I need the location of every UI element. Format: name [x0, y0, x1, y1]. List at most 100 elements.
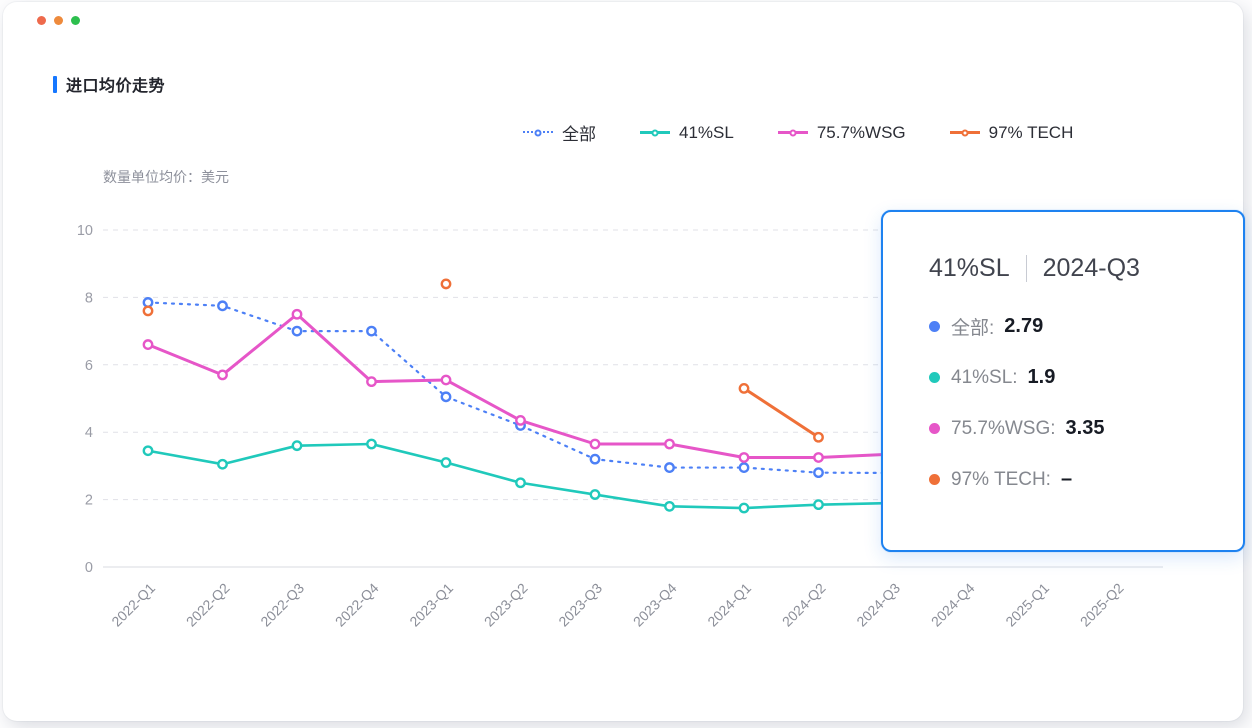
- series-line-1: [146, 301, 895, 475]
- legend-line-marker-icon: [777, 126, 808, 139]
- data-point-marker: [366, 325, 377, 337]
- window-controls: [37, 16, 80, 25]
- unit-label: 数量单位均价：美元: [103, 169, 229, 185]
- legend-label: 全部: [562, 125, 596, 144]
- legend-item-2[interactable]: 41%SL: [640, 123, 734, 143]
- data-point-marker: [142, 297, 154, 308]
- x-tick-label: 2025-Q2: [1077, 580, 1127, 630]
- data-point-marker: [738, 382, 750, 394]
- y-tick-label: 6: [85, 358, 93, 374]
- legend-item-3[interactable]: 75.7%WSG: [777, 122, 906, 143]
- page-title: 进口均价走势: [66, 78, 166, 95]
- series-color-dot-icon: [929, 372, 940, 383]
- legend-line-marker-icon: [949, 126, 980, 139]
- data-point-marker: [366, 438, 377, 450]
- legend-item-1[interactable]: 全部: [523, 120, 596, 145]
- tooltip-row-label: 97% TECH:: [951, 468, 1051, 490]
- y-tick-label: 10: [77, 223, 93, 239]
- tooltip-series-name: 41%SL: [929, 254, 1010, 282]
- data-point-marker: [813, 431, 824, 443]
- data-point-marker: [366, 376, 377, 388]
- data-point-marker: [440, 391, 452, 403]
- data-point-marker: [440, 374, 452, 386]
- x-tick-label: 2022-Q2: [183, 580, 233, 630]
- data-point-marker: [291, 325, 303, 337]
- data-point-marker: [589, 489, 601, 500]
- tooltip-row-value: 1.9: [1027, 366, 1056, 388]
- tooltip-divider: [1025, 255, 1027, 282]
- x-tick-label: 2022-Q4: [332, 580, 382, 630]
- tooltip-row-value: 3.35: [1065, 417, 1105, 439]
- app-window: 进口均价走势 全部 41%SL 75.7%WSG 97% TECH 数量单位均价：美元…: [3, 2, 1245, 721]
- data-point-marker: [291, 440, 303, 452]
- x-tick-label: 2022-Q1: [108, 580, 158, 630]
- data-point-marker: [217, 300, 228, 312]
- data-point-marker: [813, 467, 824, 479]
- data-point-marker: [589, 453, 601, 465]
- window-control-dot-1[interactable]: [37, 16, 46, 25]
- data-point-marker: [217, 369, 228, 381]
- y-tick-label: 2: [85, 493, 93, 509]
- x-tick-label: 2023-Q1: [406, 580, 456, 630]
- tooltip-row-2: 41%SL: 1.9: [929, 357, 1219, 398]
- data-point-marker: [738, 452, 750, 463]
- data-point-marker: [589, 438, 601, 450]
- x-tick-label: 2023-Q4: [630, 580, 680, 630]
- tooltip-row-label: 全部:: [951, 318, 995, 339]
- x-tick-label: 2024-Q2: [779, 580, 829, 630]
- data-point-marker: [664, 500, 675, 512]
- x-tick-label: 2025-Q1: [1002, 580, 1052, 630]
- x-tick-label: 2024-Q4: [928, 580, 978, 630]
- legend-line-marker-icon: [523, 126, 553, 139]
- window-control-dot-3[interactable]: [71, 16, 80, 25]
- data-point-marker: [142, 305, 154, 317]
- data-point-marker: [813, 499, 824, 511]
- series-color-dot-icon: [929, 321, 940, 332]
- data-point-marker: [440, 457, 452, 468]
- legend-label: 75.7%WSG: [816, 122, 906, 142]
- y-tick-label: 8: [85, 290, 93, 306]
- title-accent-bar: [53, 75, 57, 93]
- tooltip-row-1: 全部: 2.79: [929, 306, 1219, 347]
- legend-label: 41%SL: [679, 122, 734, 142]
- series-line-3: [146, 312, 895, 459]
- tooltip-row-4: 97% TECH: –: [929, 459, 1219, 500]
- tooltip-period: 2024-Q3: [1042, 254, 1140, 282]
- tooltip-row-label: 75.7%WSG:: [951, 417, 1056, 439]
- series-color-dot-icon: [929, 423, 940, 434]
- x-tick-label: 2023-Q2: [481, 580, 531, 630]
- data-point-marker: [738, 462, 750, 473]
- data-point-marker: [142, 339, 154, 350]
- chart-title-block: 进口均价走势: [53, 72, 165, 96]
- tooltip-row-label: 41%SL:: [951, 366, 1018, 388]
- y-tick-label: 4: [85, 425, 93, 441]
- data-point-marker: [738, 502, 750, 514]
- legend-item-4[interactable]: 97% TECH: [949, 122, 1074, 143]
- window-control-dot-2[interactable]: [54, 16, 63, 25]
- tooltip-row-value: –: [1060, 468, 1073, 490]
- series-line-2: [146, 442, 895, 510]
- y-tick-label: 0: [85, 560, 93, 576]
- x-tick-label: 2024-Q3: [853, 580, 903, 630]
- chart-tooltip: 41%SL 2024-Q3 全部: 2.79 41%SL: 1.9 75.7%WSG: 3…: [881, 210, 1245, 552]
- data-point-marker: [515, 477, 526, 489]
- data-point-marker: [664, 462, 675, 473]
- data-point-marker: [142, 445, 154, 457]
- data-point-marker: [515, 415, 526, 426]
- chart-legend: 全部 41%SL 75.7%WSG 97% TECH: [523, 120, 1073, 145]
- tooltip-row-value: 2.79: [1004, 315, 1044, 337]
- series-color-dot-icon: [929, 474, 940, 485]
- data-point-marker: [291, 308, 303, 320]
- x-tick-label: 2023-Q3: [555, 580, 605, 630]
- legend-label: 97% TECH: [988, 122, 1074, 142]
- legend-line-marker-icon: [640, 126, 670, 139]
- tooltip-header: 41%SL 2024-Q3: [929, 254, 1219, 283]
- series-line-4: [742, 386, 820, 439]
- x-tick-label: 2024-Q1: [704, 580, 754, 630]
- data-point-marker: [217, 458, 228, 470]
- data-point-marker: [813, 452, 824, 463]
- x-tick-label: 2022-Q3: [257, 580, 307, 630]
- data-point-marker: [440, 278, 452, 290]
- tooltip-row-3: 75.7%WSG: 3.35: [929, 408, 1219, 449]
- line-chart[interactable]: 0 2 4 6 8 10 2022-Q1 2022-Q2 2022-Q3 2022-Q4 2023-…: [33, 197, 1233, 677]
